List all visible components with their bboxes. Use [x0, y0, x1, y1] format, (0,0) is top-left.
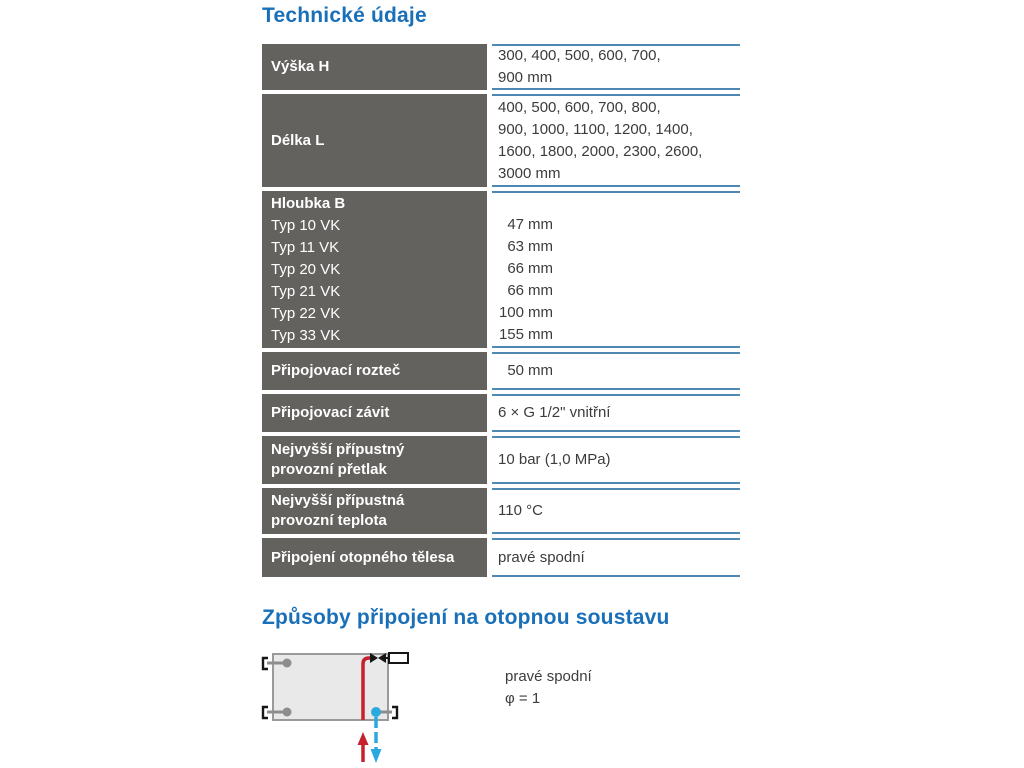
- depth-number: 100: [498, 304, 524, 321]
- depth-value: 155 mm: [498, 324, 740, 346]
- table-row-height: Výška H 300, 400, 500, 600, 700, 900 mm: [262, 44, 740, 90]
- depth-value: 47 mm: [498, 214, 740, 236]
- row-value-max-temperature: 110 °C: [492, 488, 740, 534]
- pitch-unit: mm: [528, 362, 553, 379]
- depth-value: 66 mm: [498, 258, 740, 280]
- row-label-height: Výška H: [262, 44, 487, 90]
- connection-phi-value: φ = 1: [505, 690, 541, 707]
- table-row-depth: Hloubka B Typ 10 VK Typ 11 VK Typ 20 VK …: [262, 191, 740, 348]
- depth-type-label: Typ 20 VK: [271, 260, 341, 278]
- page-title: Technické údaje: [262, 4, 427, 27]
- table-row-connection: Připojení otopného tělesa pravé spodní: [262, 538, 740, 577]
- depth-type-label: Typ 10 VK: [271, 216, 341, 234]
- table-row-length: Délka L 400, 500, 600, 700, 800, 900, 10…: [262, 94, 740, 187]
- depth-type-label: Typ 11 VK: [271, 238, 340, 256]
- section-title-connection-methods: Způsoby připojení na otopnou soustavu: [262, 606, 670, 629]
- depth-unit: mm: [528, 260, 553, 277]
- row-value-thread: 6 × G 1/2" vnitřní: [492, 394, 740, 432]
- row-value-max-pressure: 10 bar (1,0 MPa): [492, 436, 740, 484]
- table-row-thread: Připojovací závit 6 × G 1/2" vnitřní: [262, 394, 740, 432]
- radiator-body: [272, 653, 389, 721]
- depth-number: 47: [507, 216, 524, 233]
- row-label-connection: Připojení otopného tělesa: [262, 538, 487, 577]
- depth-unit: mm: [528, 282, 553, 299]
- depth-unit: mm: [528, 238, 553, 255]
- row-value-depth: 47 mm 63 mm 66 mm 66 mm 100 mm 155 mm: [492, 191, 740, 348]
- valve-icon: [370, 653, 386, 663]
- depth-value-spacer: [498, 193, 740, 214]
- depth-number: 155: [498, 326, 524, 343]
- depth-value: 66 mm: [498, 280, 740, 302]
- depth-type-label: Typ 21 VK: [271, 282, 341, 300]
- depth-type-label: Typ 22 VK: [271, 304, 341, 322]
- row-label-length: Délka L: [262, 94, 487, 187]
- depth-value: 63 mm: [498, 236, 740, 258]
- row-label-thread: Připojovací závit: [262, 394, 487, 432]
- row-label-max-temperature: Nejvyšší přípustná provozní teplota: [262, 488, 487, 534]
- depth-unit: mm: [528, 304, 553, 321]
- depth-number: 63: [507, 238, 524, 255]
- return-flow-icon: [370, 707, 382, 763]
- table-row-pitch: Připojovací rozteč 50 mm: [262, 352, 740, 390]
- depth-number: 66: [507, 260, 524, 277]
- pitch-number: 50: [507, 362, 524, 379]
- depth-type-label: Typ 33 VK: [271, 326, 341, 344]
- connection-method-label: pravé spodní: [505, 668, 592, 685]
- depth-number: 66: [507, 282, 524, 299]
- supply-flow-icon: [357, 656, 370, 762]
- connection-method-caption: pravé spodní φ = 1: [505, 666, 592, 710]
- row-value-height: 300, 400, 500, 600, 700, 900 mm: [492, 44, 740, 90]
- tech-specs-table: Výška H 300, 400, 500, 600, 700, 900 mm …: [262, 44, 740, 581]
- table-row-max-temperature: Nejvyšší přípustná provozní teplota 110 …: [262, 488, 740, 534]
- row-value-length: 400, 500, 600, 700, 800, 900, 1000, 1100…: [492, 94, 740, 187]
- thermostat-head-icon: [388, 652, 409, 664]
- radiator-connection-diagram: [261, 652, 409, 763]
- row-label-depth: Hloubka B Typ 10 VK Typ 11 VK Typ 20 VK …: [262, 191, 487, 348]
- depth-unit: mm: [528, 216, 553, 233]
- depth-group-title: Hloubka B: [271, 194, 346, 212]
- wall-bracket-icon: [261, 656, 399, 720]
- row-label-max-pressure: Nejvyšší přípustný provozní přetlak: [262, 436, 487, 484]
- depth-unit: mm: [528, 326, 553, 343]
- table-row-max-pressure: Nejvyšší přípustný provozní přetlak 10 b…: [262, 436, 740, 484]
- row-value-pitch: 50 mm: [492, 352, 740, 390]
- depth-value: 100 mm: [498, 302, 740, 324]
- row-label-pitch: Připojovací rozteč: [262, 352, 487, 390]
- row-value-connection: pravé spodní: [492, 538, 740, 577]
